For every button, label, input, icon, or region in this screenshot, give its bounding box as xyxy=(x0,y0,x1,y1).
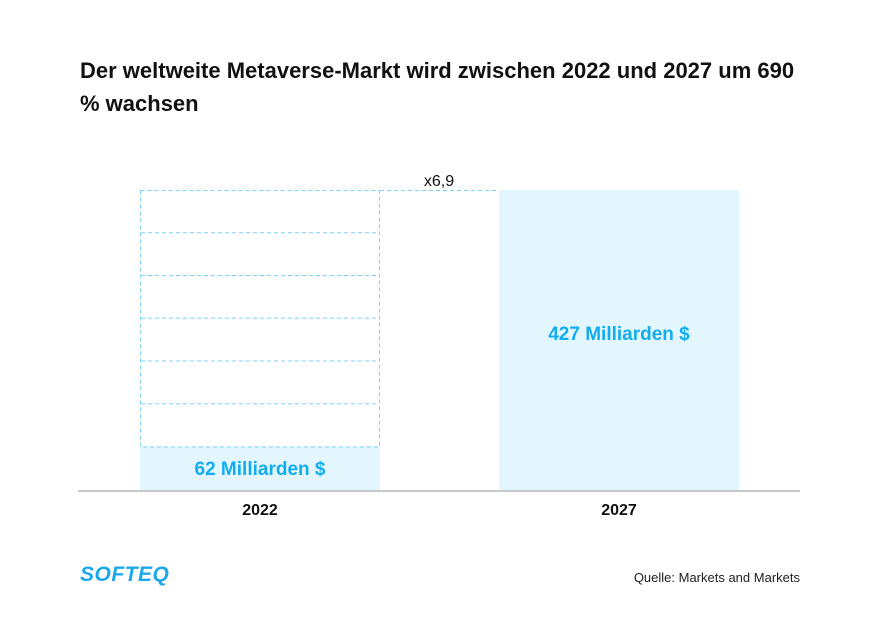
bar-2027 xyxy=(499,190,739,490)
chart-title: Der weltweite Metaverse-Markt wird zwisc… xyxy=(80,58,795,116)
growth-multiplier: x6,9 xyxy=(424,173,454,190)
bar-2022 xyxy=(140,446,380,490)
data-label: 62 Milliarden $ xyxy=(195,459,326,480)
x-tick-label: 2022 xyxy=(242,502,278,519)
x-tick-label: 2027 xyxy=(601,502,637,519)
comparison-outline xyxy=(140,190,380,448)
source-note: Quelle: Markets and Markets xyxy=(633,570,800,585)
softeq-logo: SOFTEQ xyxy=(80,563,170,586)
data-label: 427 Milliarden $ xyxy=(548,324,690,345)
